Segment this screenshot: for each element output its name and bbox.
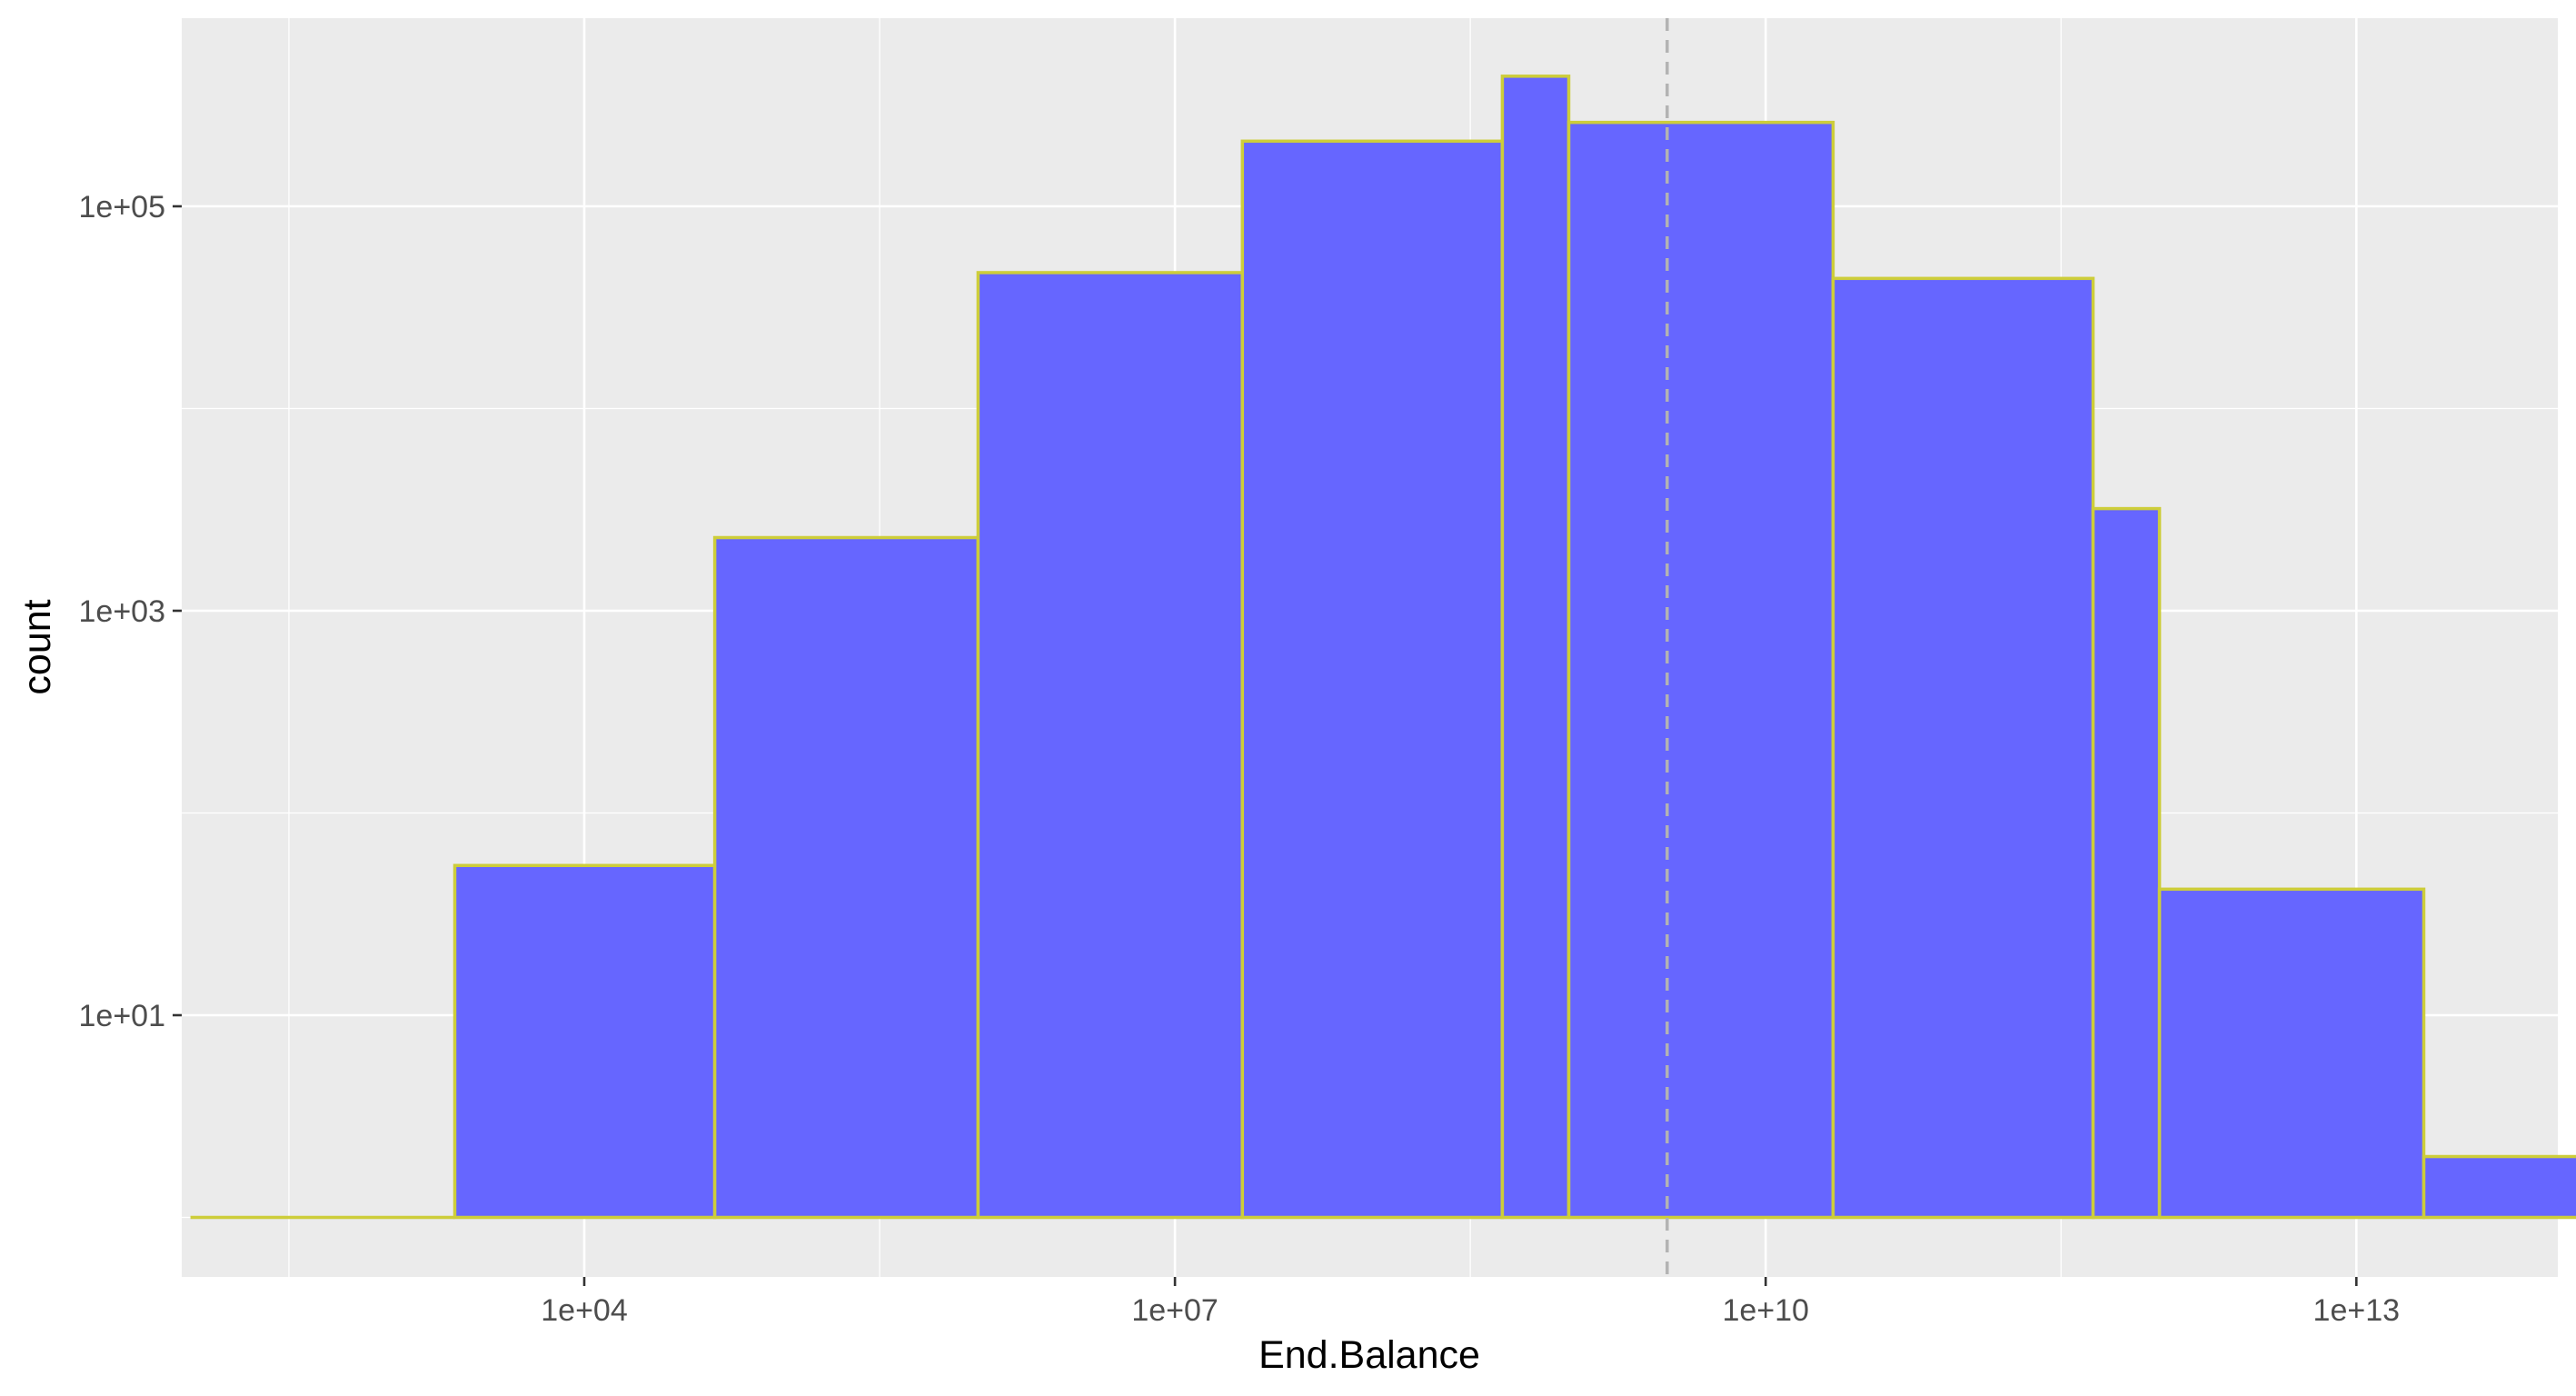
histogram-bar <box>1566 120 1835 1220</box>
histogram-bar <box>453 863 717 1220</box>
histogram-bar <box>2157 887 2426 1220</box>
histogram-bar <box>2422 1154 2576 1220</box>
y-tick-label: 1e+01 <box>79 999 166 1033</box>
histogram-bars <box>190 75 2576 1220</box>
histogram-bar <box>976 271 1245 1220</box>
y-tick-label: 1e+05 <box>79 190 166 224</box>
x-tick-label: 1e+13 <box>2313 1293 2401 1328</box>
histogram-bar <box>1831 276 2095 1220</box>
x-axis-title: End.Balance <box>1258 1333 1480 1377</box>
x-tick-label: 1e+04 <box>541 1293 628 1328</box>
y-tick-label: 1e+03 <box>79 594 166 629</box>
x-axis: 1e+04 1e+07 1e+10 1e+13 <box>541 1277 2400 1328</box>
x-tick-label: 1e+07 <box>1131 1293 1218 1328</box>
histogram-bar <box>712 535 980 1220</box>
x-tick-label: 1e+10 <box>1722 1293 1809 1328</box>
histogram-bar <box>2091 506 2162 1220</box>
y-axis: 1e+01 1e+03 1e+05 <box>79 190 182 1033</box>
histogram-bar <box>1240 139 1505 1220</box>
y-axis-title: count <box>15 599 59 694</box>
histogram-bar <box>1500 75 1571 1220</box>
